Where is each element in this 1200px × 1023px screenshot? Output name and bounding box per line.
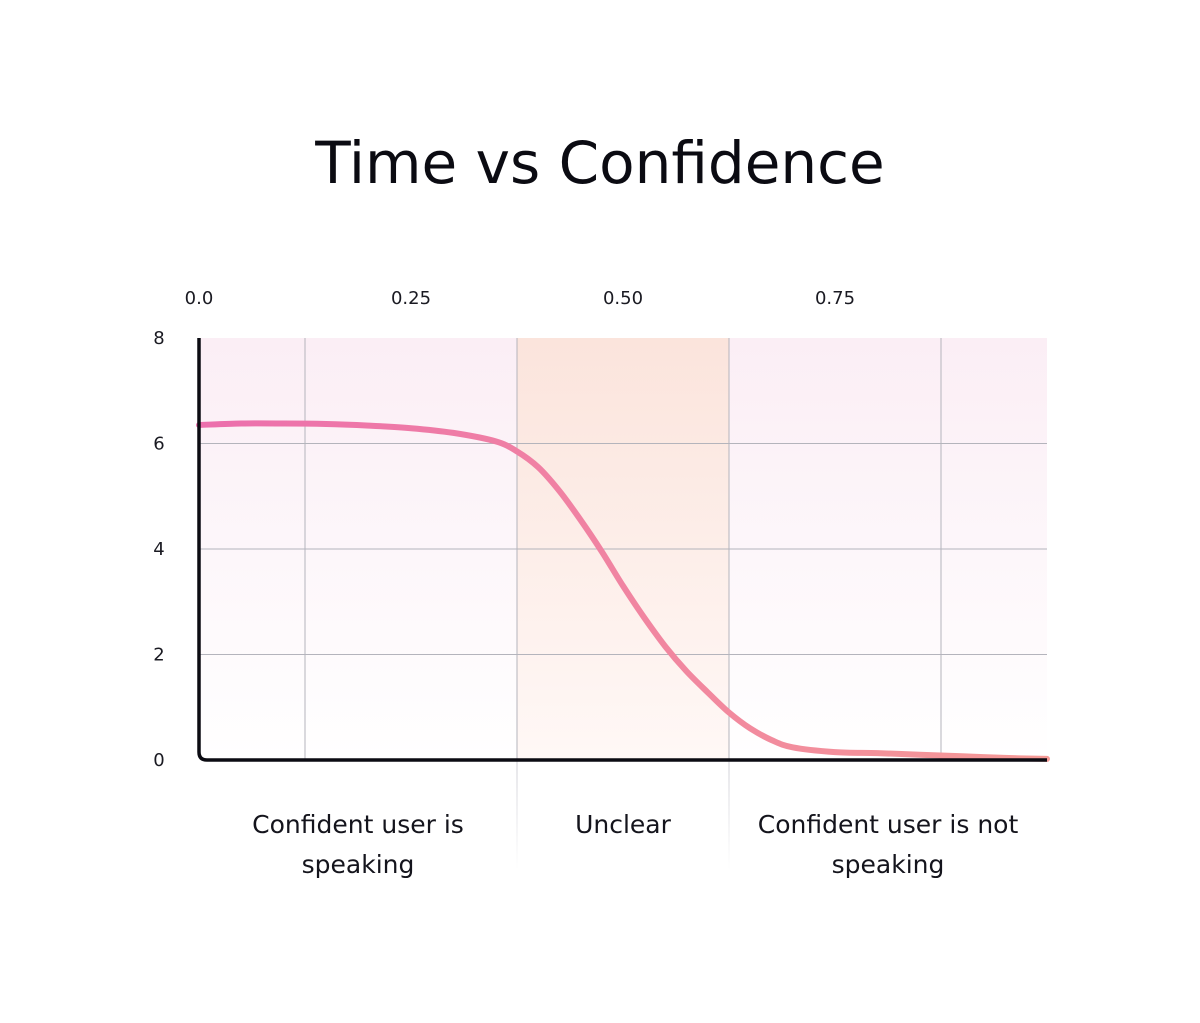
y-tick-labels: 8 6 4 2 0 [153,328,164,771]
x-tick-label: 0.75 [815,288,855,309]
y-tick-label: 4 [153,539,164,560]
region-label: speaking [832,850,945,879]
series-line-0 [196,420,1050,762]
y-tick-label: 6 [153,434,164,455]
x-tick-label: 0.50 [603,288,643,309]
grid-lines [199,338,1047,760]
region-label: speaking [302,850,415,879]
region-label: Confident user is not [758,810,1019,839]
region-divider [728,760,730,870]
region-dividers [516,760,730,870]
region-divider [516,760,518,870]
series-group [196,420,1050,762]
x-tick-labels: 0.0 0.25 0.50 0.75 [185,288,855,309]
y-tick-label: 2 [153,645,164,666]
region-label: Confident user is [252,810,464,839]
x-tick-label: 0.0 [185,288,214,309]
region-labels: Confident user is speaking Unclear Confiden… [252,810,1018,879]
y-tick-label: 0 [153,750,164,771]
chart-title: Time vs Confidence [314,129,884,197]
region-label: Unclear [575,810,672,839]
axes [197,338,1047,762]
axis-line [197,338,1047,762]
x-tick-label: 0.25 [391,288,431,309]
y-tick-label: 8 [153,328,164,349]
